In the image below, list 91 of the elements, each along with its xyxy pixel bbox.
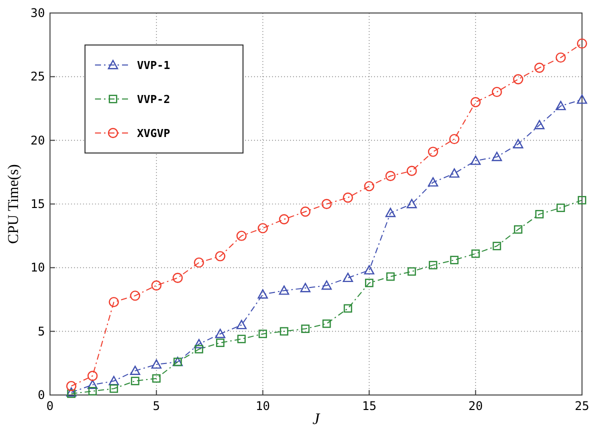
- y-tick-label: 30: [30, 6, 45, 20]
- point: [535, 210, 544, 218]
- x-tick-label: 10: [256, 399, 270, 413]
- point: [428, 146, 438, 157]
- x-tick-label: 15: [362, 399, 376, 413]
- point: [576, 38, 588, 49]
- point: [66, 380, 76, 392]
- point: [172, 272, 183, 283]
- point: [280, 327, 288, 336]
- point: [470, 156, 481, 165]
- y-axis-title: CPU Time(s): [6, 164, 22, 244]
- point: [258, 223, 268, 234]
- point: [534, 62, 545, 73]
- point: [449, 168, 460, 178]
- point: [236, 230, 247, 241]
- point: [110, 384, 118, 393]
- point: [322, 280, 332, 290]
- point: [87, 380, 98, 390]
- point: [258, 289, 268, 299]
- y-tick-label: 25: [30, 70, 45, 84]
- point: [406, 198, 417, 208]
- point: [492, 86, 502, 98]
- point: [556, 204, 565, 212]
- legend-label: XVGVP: [137, 127, 170, 140]
- point: [278, 214, 290, 224]
- point: [342, 192, 354, 203]
- point: [108, 296, 119, 308]
- point: [513, 139, 524, 148]
- point: [278, 285, 290, 295]
- y-tick-label: 0: [38, 388, 45, 402]
- point: [151, 359, 162, 369]
- point: [88, 386, 97, 396]
- point: [236, 320, 247, 330]
- point: [300, 282, 310, 292]
- point: [556, 52, 566, 63]
- point: [576, 94, 588, 104]
- legend-label: VVP-2: [137, 93, 170, 106]
- point: [406, 166, 417, 176]
- point: [322, 319, 331, 328]
- x-tick-label: 0: [46, 399, 54, 413]
- point: [301, 324, 310, 333]
- point: [87, 370, 98, 381]
- point: [578, 196, 586, 204]
- point: [342, 272, 354, 282]
- point: [364, 181, 374, 192]
- point: [215, 251, 226, 262]
- point: [364, 265, 374, 274]
- point: [194, 344, 204, 354]
- point: [365, 278, 374, 288]
- point: [194, 257, 204, 268]
- point: [385, 208, 396, 218]
- x-tick-label: 5: [152, 399, 160, 413]
- y-tick-label: 5: [38, 324, 45, 338]
- point: [514, 225, 522, 234]
- point: [428, 177, 438, 187]
- x-tick-label: 20: [468, 399, 483, 413]
- y-tick-label: 15: [30, 197, 45, 211]
- point: [492, 242, 502, 250]
- x-tick-label: 25: [574, 399, 590, 413]
- point: [513, 74, 524, 84]
- legend-label: VVP-1: [137, 59, 170, 72]
- point: [492, 152, 502, 162]
- point: [215, 328, 226, 338]
- point: [66, 387, 76, 397]
- point: [449, 134, 460, 144]
- point: [237, 334, 246, 344]
- point: [130, 366, 140, 376]
- point: [194, 338, 204, 348]
- point: [152, 374, 161, 383]
- point: [216, 338, 224, 347]
- point: [386, 272, 395, 281]
- point: [258, 330, 267, 338]
- point: [450, 256, 459, 264]
- point: [67, 390, 76, 398]
- point: [322, 198, 332, 210]
- y-tick-label: 10: [30, 260, 45, 275]
- point: [385, 170, 396, 182]
- point: [556, 100, 566, 110]
- y-tick-label: 20: [30, 133, 45, 148]
- point: [300, 206, 310, 217]
- point: [471, 249, 480, 258]
- point: [470, 97, 481, 108]
- point: [408, 267, 416, 276]
- x-axis-title: J: [312, 411, 320, 425]
- point: [151, 280, 162, 291]
- point: [130, 290, 140, 301]
- point: [344, 304, 352, 313]
- point: [108, 376, 119, 386]
- point: [428, 260, 438, 270]
- point: [130, 376, 140, 386]
- point: [534, 120, 545, 130]
